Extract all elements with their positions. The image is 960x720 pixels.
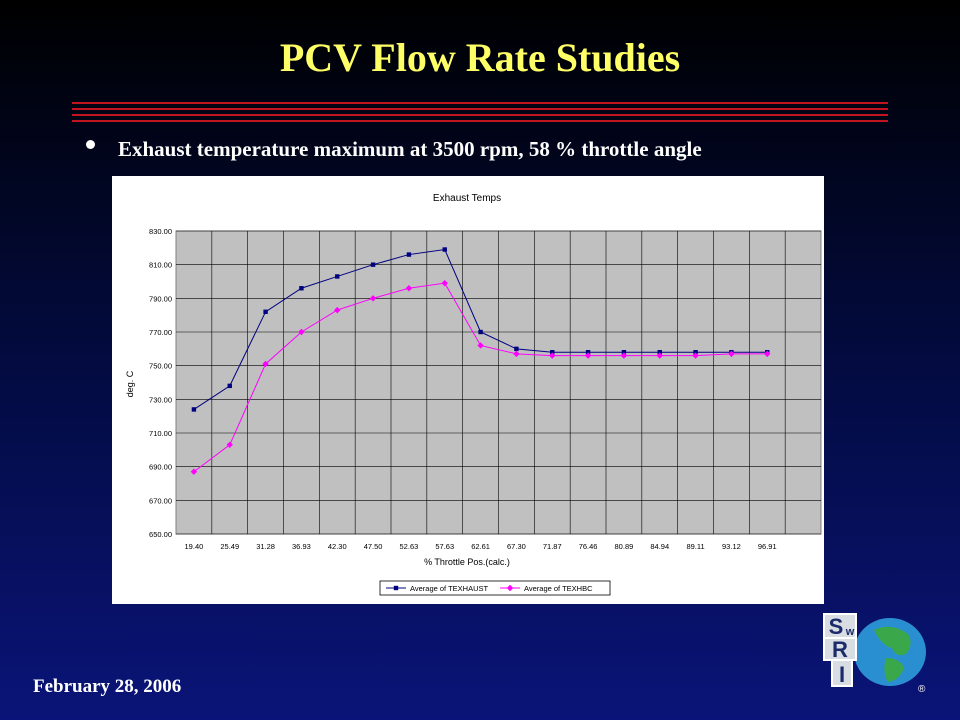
x-tick-label: 84.94 [650, 542, 669, 551]
data-point [335, 274, 340, 279]
data-point [370, 262, 376, 267]
y-axis-ticks: 650.00 670.00 690.00 710.00 730.00 750.00 770.… [149, 227, 172, 539]
legend-box [379, 580, 611, 596]
data-point [191, 407, 197, 412]
x-tick-label: 47.50 [364, 542, 383, 551]
slide-title: PCV Flow Rate Studies [279, 35, 681, 80]
title-rule-1 [72, 102, 888, 104]
x-tick-label: 31.28 [256, 542, 275, 551]
data-point [693, 350, 698, 355]
x-tick-label: 71.87 [543, 542, 562, 551]
data-point [442, 247, 447, 252]
y-tick-label: 790.00 [149, 294, 172, 303]
y-tick-label: 670.00 [149, 496, 172, 505]
logo-letter-w: w [845, 626, 855, 638]
x-tick-label: 36.93 [292, 542, 311, 551]
logo-letter-r: R [832, 637, 848, 662]
legend-label: Average of TEXHAUST [410, 584, 489, 593]
y-tick-label: 770.00 [149, 328, 172, 337]
data-point [227, 383, 232, 389]
gridlines [176, 230, 821, 535]
chart-title: Exhaust Temps [433, 193, 501, 204]
registered-mark: ® [918, 684, 926, 695]
x-axis-ticks: 19.40 25.49 31.28 36.93 42.30 47.50 52.63 57.63… [185, 542, 777, 551]
data-point [190, 468, 198, 475]
data-point [585, 350, 591, 355]
data-point [514, 346, 519, 352]
y-tick-label: 690.00 [149, 463, 172, 472]
x-tick-label: 89.11 [686, 542, 704, 551]
data-point [478, 329, 483, 335]
data-point [298, 328, 305, 336]
x-tick-label: 42.30 [328, 542, 347, 551]
logo-letter-s: S [829, 614, 844, 639]
logo-letter-i: I [839, 662, 845, 687]
title-rule-3 [72, 114, 888, 116]
x-tick-label: 76.46 [579, 542, 598, 551]
data-point [621, 350, 627, 355]
data-point [369, 295, 377, 302]
data-point [441, 279, 448, 287]
data-point [656, 352, 663, 359]
data-point [406, 252, 412, 257]
data-point [549, 352, 556, 359]
data-point [764, 350, 771, 358]
x-tick-label: 25.49 [220, 542, 239, 551]
y-tick-label: 750.00 [149, 362, 172, 371]
swri-logo: S w R I [823, 613, 926, 687]
data-point [299, 286, 304, 291]
x-tick-label: 67.30 [507, 542, 526, 551]
y-tick-label: 650.00 [149, 530, 172, 539]
legend-marker [506, 584, 514, 592]
data-point [550, 350, 555, 355]
footer-date: February 28, 2006 [33, 676, 182, 697]
title-rule-2 [72, 108, 888, 110]
x-tick-label: 93.12 [722, 542, 741, 551]
x-tick-label: 52.63 [400, 542, 419, 551]
chart-container: Exhaust Temps 650.00 670.00 690.00 710.00 73… [112, 176, 824, 604]
y-axis-label: deg. C [125, 370, 135, 397]
y-tick-label: 830.00 [149, 227, 172, 236]
x-tick-label: 62.61 [471, 542, 490, 551]
y-tick-label: 730.00 [149, 395, 172, 404]
x-tick-label: 80.89 [615, 542, 634, 551]
x-axis-label: % Throttle Pos.(calc.) [424, 557, 510, 567]
x-tick-label: 19.40 [185, 542, 204, 551]
data-point [477, 342, 484, 349]
exhaust-temps-chart: Exhaust Temps 650.00 670.00 690.00 710.00 73… [125, 193, 822, 596]
bullet-text: Exhaust temperature maximum at 3500 rpm,… [118, 137, 702, 161]
data-point [262, 360, 269, 368]
data-point [620, 352, 628, 359]
title-rule-4 [72, 120, 888, 122]
legend-marker [393, 585, 399, 591]
bullet-icon [86, 140, 95, 149]
data-point [263, 309, 268, 314]
legend-label: Average of TEXHBC [524, 584, 593, 593]
data-point [692, 352, 699, 359]
x-tick-label: 57.63 [435, 542, 454, 551]
y-tick-label: 810.00 [149, 261, 172, 270]
x-tick-label: 96.91 [758, 542, 777, 551]
y-tick-label: 710.00 [149, 429, 172, 438]
data-point [657, 350, 662, 355]
data-point [405, 285, 413, 292]
legend: Average of TEXHAUST Average of TEXHBC [386, 584, 593, 593]
